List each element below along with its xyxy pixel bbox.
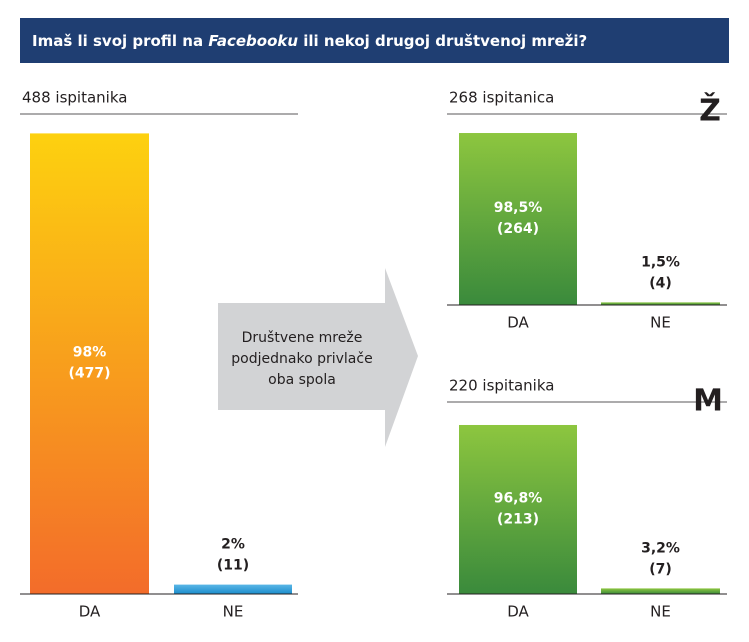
arrow-text: podjednako privlače	[231, 351, 372, 367]
arrow-text: oba spola	[268, 372, 336, 388]
x-tick-label: NE	[650, 314, 671, 332]
bar	[174, 584, 292, 594]
title-part: ili nekoj drugoj društvenoj mreži?	[298, 32, 587, 50]
value-label: 2%	[221, 537, 245, 553]
count-label: (213)	[497, 511, 539, 527]
x-tick-label: NE	[650, 603, 671, 621]
x-tick-label: NE	[223, 603, 244, 621]
count-label: (4)	[649, 275, 672, 291]
x-tick-label: DA	[507, 603, 529, 621]
chart-badge: Ž	[699, 93, 721, 129]
chart-subtitle: 488 ispitanika	[22, 89, 127, 107]
header-bar	[20, 18, 729, 63]
value-label: 98%	[73, 345, 107, 361]
chart-badge: M	[693, 384, 723, 419]
chart-subtitle: 268 ispitanica	[449, 89, 554, 107]
count-label: (11)	[217, 558, 249, 574]
bar	[601, 302, 720, 305]
title-part: Facebooku	[208, 32, 298, 50]
count-label: (264)	[497, 221, 539, 237]
arrow-text: Društvene mreže	[242, 330, 363, 346]
count-label: (477)	[68, 366, 110, 382]
value-label: 1,5%	[641, 254, 680, 270]
title-part: Imaš li svoj profil na	[32, 32, 208, 50]
value-label: 98,5%	[494, 200, 543, 216]
count-label: (7)	[649, 561, 672, 577]
bar	[30, 133, 149, 594]
header-title: Imaš li svoj profil na Facebooku ili nek…	[32, 32, 587, 50]
value-label: 3,2%	[641, 540, 680, 556]
x-tick-label: DA	[507, 314, 529, 332]
bar	[459, 424, 577, 594]
x-tick-label: DA	[79, 603, 101, 621]
bar	[459, 133, 577, 305]
chart-subtitle: 220 ispitanika	[449, 377, 554, 395]
arrow	[218, 268, 418, 447]
bar	[601, 588, 720, 594]
value-label: 96,8%	[494, 490, 543, 506]
